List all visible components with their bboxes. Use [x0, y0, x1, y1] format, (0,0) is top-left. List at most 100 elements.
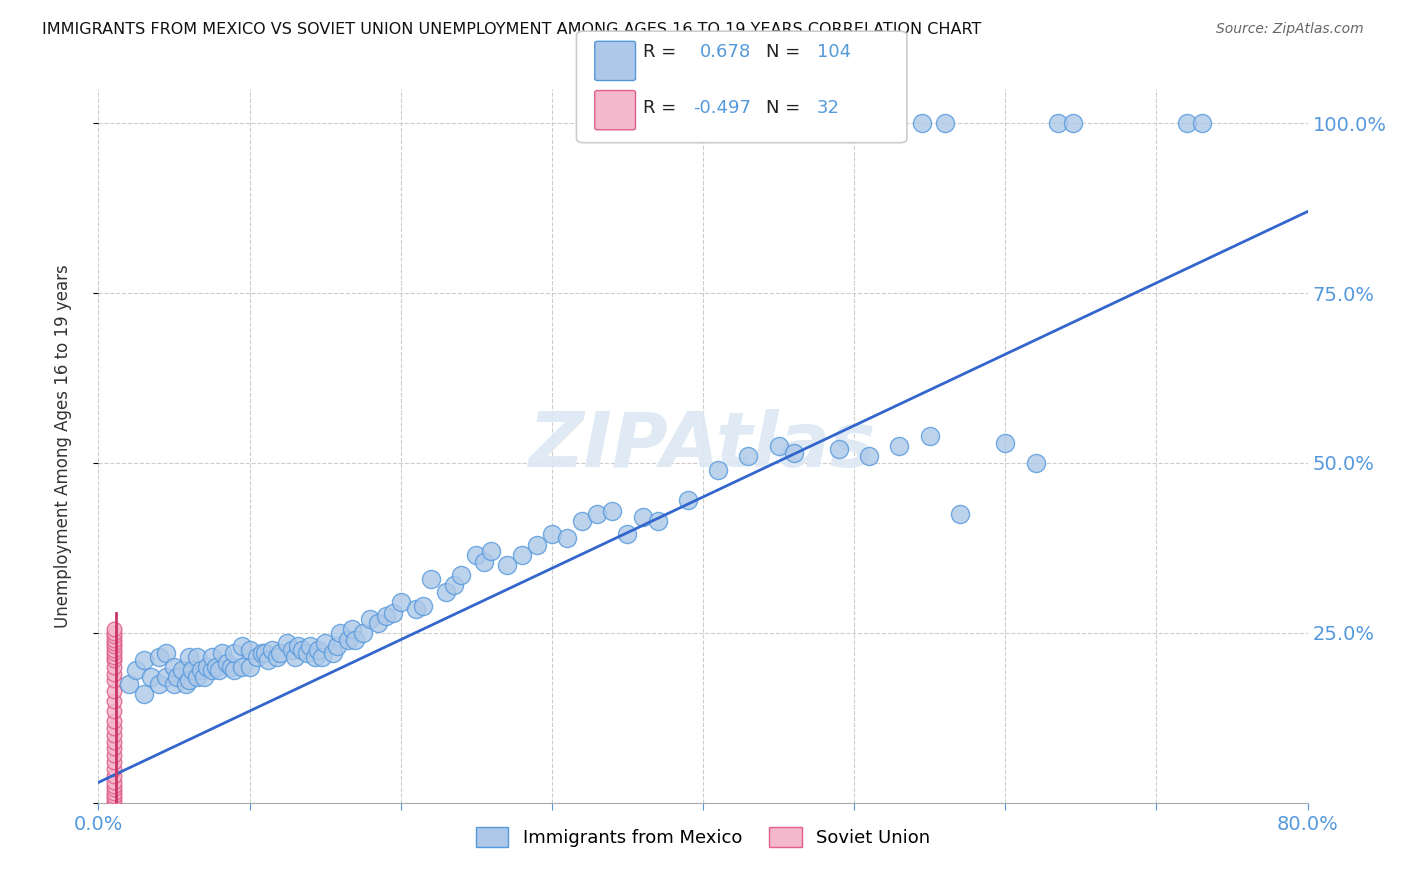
Legend: Immigrants from Mexico, Soviet Union: Immigrants from Mexico, Soviet Union	[468, 820, 938, 855]
Point	[472, 555, 495, 569]
Point	[1062, 116, 1084, 130]
Point	[103, 779, 125, 793]
Point	[181, 663, 204, 677]
Point	[103, 666, 125, 681]
Point	[132, 653, 155, 667]
Point	[155, 646, 177, 660]
Point	[994, 435, 1017, 450]
Point	[103, 623, 125, 637]
Text: -0.497: -0.497	[693, 99, 751, 117]
Point	[262, 643, 284, 657]
Point	[103, 769, 125, 783]
Point	[163, 660, 186, 674]
Point	[103, 632, 125, 647]
Point	[253, 646, 276, 660]
Point	[344, 632, 367, 647]
Point	[256, 653, 278, 667]
Point	[208, 663, 231, 677]
Text: 104: 104	[817, 43, 851, 61]
Point	[311, 649, 333, 664]
Point	[118, 677, 141, 691]
Point	[352, 626, 374, 640]
Point	[103, 640, 125, 654]
Point	[103, 636, 125, 650]
Point	[221, 660, 243, 674]
Point	[103, 673, 125, 688]
Point	[103, 646, 125, 660]
Point	[141, 670, 163, 684]
Point	[443, 578, 465, 592]
Point	[148, 649, 170, 664]
Point	[103, 762, 125, 776]
Point	[481, 544, 503, 558]
Point	[103, 629, 125, 643]
Point	[103, 748, 125, 763]
Point	[179, 673, 201, 688]
Point	[367, 615, 389, 630]
Point	[495, 558, 517, 572]
Point	[179, 649, 201, 664]
Point	[269, 646, 291, 660]
Point	[1047, 116, 1070, 130]
Point	[647, 514, 669, 528]
Point	[389, 595, 412, 609]
Point	[103, 626, 125, 640]
Point	[103, 775, 125, 789]
Point	[382, 606, 405, 620]
Point	[420, 572, 443, 586]
Point	[103, 643, 125, 657]
Point	[103, 694, 125, 708]
Point	[205, 660, 228, 674]
Point	[103, 704, 125, 718]
Point	[103, 649, 125, 664]
Point	[360, 612, 382, 626]
Point	[224, 646, 246, 660]
Point	[336, 632, 359, 647]
Point	[450, 568, 472, 582]
Point	[239, 643, 262, 657]
Text: R =: R =	[643, 99, 676, 117]
Point	[276, 636, 298, 650]
Point	[266, 649, 288, 664]
Point	[250, 646, 273, 660]
Point	[239, 660, 262, 674]
Point	[186, 649, 208, 664]
Point	[132, 687, 155, 701]
Y-axis label: Unemployment Among Ages 16 to 19 years: Unemployment Among Ages 16 to 19 years	[53, 264, 72, 628]
Point	[103, 796, 125, 810]
Point	[631, 510, 654, 524]
Point	[405, 602, 427, 616]
Point	[1191, 116, 1213, 130]
Point	[616, 527, 638, 541]
Point	[314, 636, 336, 650]
Point	[911, 116, 934, 130]
Point	[287, 640, 309, 654]
Point	[510, 548, 533, 562]
Text: IMMIGRANTS FROM MEXICO VS SOVIET UNION UNEMPLOYMENT AMONG AGES 16 TO 19 YEARS CO: IMMIGRANTS FROM MEXICO VS SOVIET UNION U…	[42, 22, 981, 37]
Point	[125, 663, 148, 677]
Point	[103, 721, 125, 735]
Point	[828, 442, 851, 457]
Point	[103, 683, 125, 698]
Point	[1175, 116, 1198, 130]
Point	[103, 792, 125, 806]
Point	[155, 670, 177, 684]
Point	[880, 116, 903, 130]
Point	[934, 116, 956, 130]
Point	[163, 677, 186, 691]
Point	[602, 503, 624, 517]
Point	[307, 643, 329, 657]
Text: Source: ZipAtlas.com: Source: ZipAtlas.com	[1216, 22, 1364, 37]
Point	[299, 640, 322, 654]
Text: 32: 32	[817, 99, 839, 117]
Point	[586, 507, 609, 521]
Point	[707, 463, 730, 477]
Point	[174, 677, 197, 691]
Point	[103, 741, 125, 756]
Point	[103, 789, 125, 803]
Point	[768, 439, 790, 453]
Point	[103, 782, 125, 797]
Point	[374, 608, 396, 623]
Point	[1350, 116, 1372, 130]
Text: ZIPAtlas: ZIPAtlas	[529, 409, 877, 483]
